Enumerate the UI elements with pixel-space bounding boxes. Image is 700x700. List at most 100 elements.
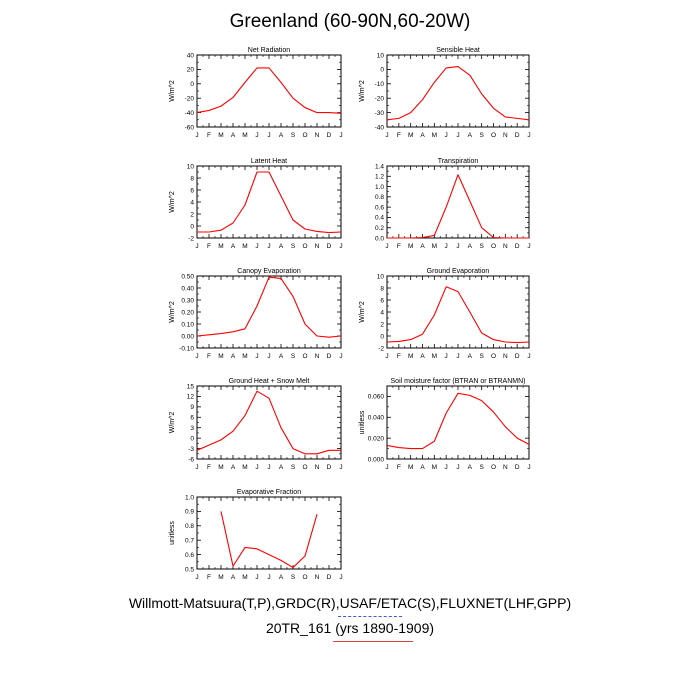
plot-frame	[386, 275, 530, 349]
plot-frame	[196, 54, 342, 128]
y-tick-label: 8	[190, 175, 194, 182]
x-tick-label: O	[302, 243, 307, 250]
y-tick-label: 2	[190, 211, 194, 218]
plot-frame	[386, 165, 530, 239]
y-tick-label: -40	[375, 124, 385, 131]
x-tick-label: J	[339, 353, 342, 360]
x-tick-label: M	[408, 353, 413, 360]
x-tick-label: J	[267, 243, 270, 250]
x-tick-label: O	[302, 464, 307, 471]
panel-title: Evaporative Fraction	[237, 489, 301, 496]
y-tick-label: -20	[185, 96, 195, 103]
y-tick-label: 0.00	[181, 333, 194, 340]
x-tick-label: M	[242, 243, 247, 250]
x-tick-label: F	[207, 243, 211, 250]
y-tick-label: 0	[190, 435, 194, 442]
x-tick-label: F	[207, 353, 211, 360]
x-tick-label: J	[339, 464, 342, 471]
y-tick-label: 4	[190, 199, 194, 206]
y-tick-label: 40	[187, 52, 195, 59]
x-tick-label: O	[491, 353, 496, 360]
y-tick-label: 1.2	[375, 174, 384, 181]
x-tick-label: S	[291, 243, 296, 250]
y-tick-label: 0.8	[375, 194, 384, 201]
series-line	[386, 392, 530, 450]
x-tick-label: A	[231, 243, 236, 250]
x-tick-label: M	[242, 132, 247, 139]
y-tick-label: 0.020	[368, 435, 385, 442]
y-axis-label: W/m^2	[169, 412, 176, 434]
y-tick-label: 0.40	[181, 285, 194, 292]
y-tick-label: 6	[190, 187, 194, 194]
x-tick-label: J	[527, 243, 530, 250]
y-tick-label: 8	[380, 285, 384, 292]
y-axis-label: unitless	[359, 410, 366, 434]
x-tick-label: D	[327, 464, 332, 471]
x-tick-label: M	[218, 574, 223, 581]
series-line	[387, 174, 529, 239]
x-tick-label: J	[339, 132, 342, 139]
y-tick-label: 0.6	[185, 552, 194, 559]
x-tick-label: J	[195, 574, 198, 581]
y-axis-label: W/m^2	[359, 301, 366, 323]
x-tick-label: J	[255, 243, 258, 250]
x-tick-label: A	[279, 132, 284, 139]
panel-title: Sensible Heat	[436, 47, 480, 54]
y-tick-label: 10	[377, 273, 385, 280]
x-tick-label: J	[445, 353, 448, 360]
x-tick-label: J	[385, 243, 388, 250]
x-tick-label: J	[255, 464, 258, 471]
x-tick-label: A	[231, 132, 236, 139]
x-tick-label: M	[432, 353, 437, 360]
x-tick-label: O	[302, 132, 307, 139]
y-tick-label: -2	[188, 235, 194, 242]
x-tick-label: M	[218, 464, 223, 471]
x-tick-label: J	[527, 353, 530, 360]
y-tick-label: 0.9	[185, 509, 194, 516]
x-tick-label: M	[432, 243, 437, 250]
y-tick-label: 12	[187, 394, 195, 401]
x-tick-label: J	[267, 132, 270, 139]
x-tick-label: N	[503, 132, 508, 139]
x-tick-label: M	[432, 464, 437, 471]
y-tick-label: 1.4	[375, 163, 384, 170]
x-tick-label: J	[385, 132, 388, 139]
x-tick-label: S	[479, 353, 484, 360]
y-tick-label: 0.50	[181, 273, 194, 280]
x-tick-label: A	[279, 353, 284, 360]
y-tick-label: 9	[190, 404, 194, 411]
x-tick-label: M	[432, 132, 437, 139]
x-tick-label: S	[291, 132, 296, 139]
x-tick-label: A	[279, 464, 284, 471]
x-tick-label: J	[195, 243, 198, 250]
x-tick-label: J	[267, 464, 270, 471]
y-tick-label: 6	[380, 297, 384, 304]
x-tick-label: D	[327, 243, 332, 250]
x-tick-label: S	[291, 353, 296, 360]
x-tick-label: M	[218, 353, 223, 360]
y-tick-label: 4	[380, 309, 384, 316]
series-line	[386, 286, 530, 344]
plot-frame	[196, 496, 342, 570]
y-axis-label: W/m^2	[169, 80, 176, 102]
plot-frame	[386, 54, 530, 128]
y-tick-label: 0.0	[375, 235, 384, 242]
series-line	[196, 390, 341, 455]
y-tick-label: 3	[190, 425, 194, 432]
x-tick-label: J	[456, 353, 459, 360]
chart-panel: Soil moisture factor (BTRAN or BTRANMN) J…	[359, 378, 531, 471]
y-tick-label: -10	[375, 81, 385, 88]
x-tick-label: O	[491, 464, 496, 471]
x-tick-label: J	[527, 464, 530, 471]
x-tick-label: J	[195, 132, 198, 139]
x-tick-label: F	[397, 132, 401, 139]
series-line	[197, 171, 342, 234]
x-tick-label: J	[255, 353, 258, 360]
y-tick-label: 2	[380, 321, 384, 328]
plot-frame	[196, 275, 342, 349]
x-tick-label: M	[408, 132, 413, 139]
